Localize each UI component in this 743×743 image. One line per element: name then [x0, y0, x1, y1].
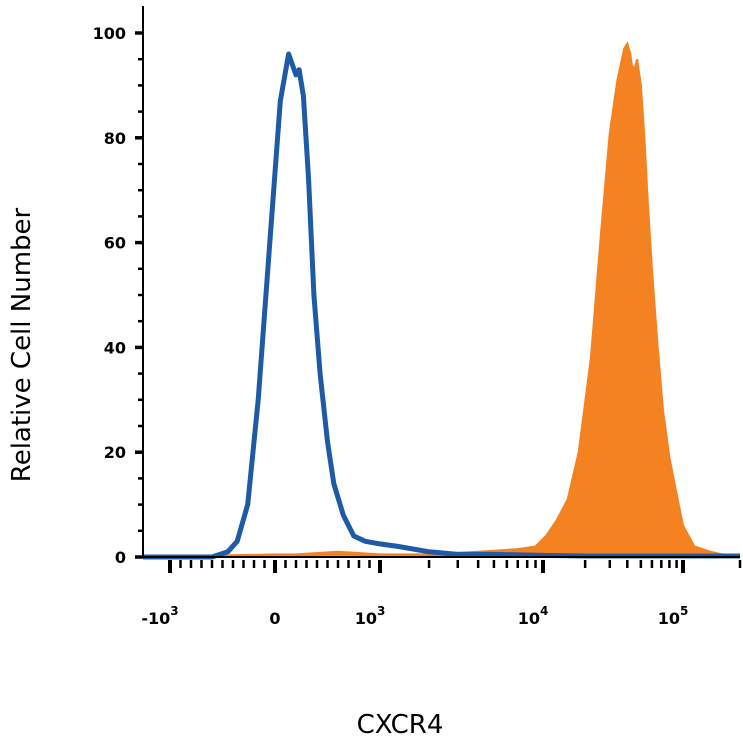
y-tick-label: 0 [115, 548, 126, 567]
y-tick-label: 20 [104, 443, 126, 462]
axes [142, 6, 740, 558]
tick-labels: 0 20 40 60 80 100 -103 0 103 104 105 [93, 24, 689, 628]
histogram-series-filled [142, 41, 741, 558]
y-tick-label: 80 [104, 129, 126, 148]
x-tick-label: 0 [269, 609, 280, 628]
ticks [135, 31, 742, 573]
y-tick-label: 60 [104, 234, 126, 253]
y-axis-title: Relative Cell Number [7, 207, 37, 482]
y-tick-label: 100 [93, 24, 126, 43]
x-tick-label: 105 [658, 604, 689, 628]
plot-area [142, 41, 741, 560]
x-tick-label: 103 [355, 604, 386, 628]
histogram-series-line [143, 51, 740, 560]
x-axis-title: CXCR4 [357, 710, 444, 740]
x-tick-label: 104 [518, 604, 549, 628]
x-tick-label: -103 [141, 604, 178, 628]
y-tick-label: 40 [104, 338, 126, 357]
